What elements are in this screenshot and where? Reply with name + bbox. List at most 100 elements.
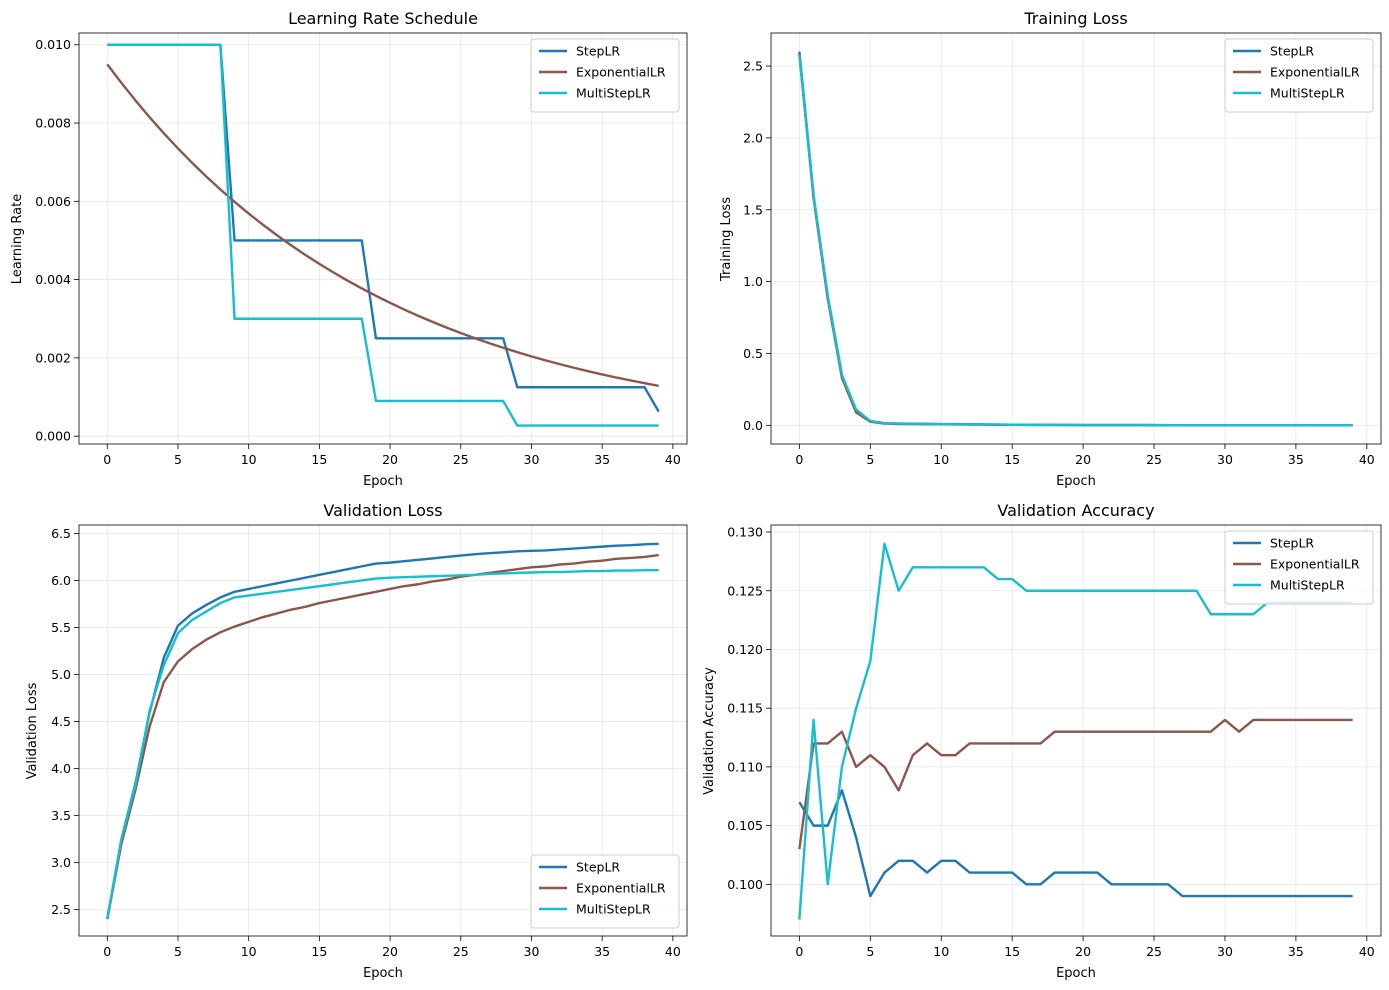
y-tick-label: 3.5	[51, 808, 71, 823]
legend-box	[1224, 38, 1374, 113]
y-axis-label: Learning Rate	[10, 194, 25, 284]
x-tick-label: 25	[1146, 452, 1162, 467]
x-tick-label: 30	[1217, 452, 1233, 467]
axes-frame	[770, 524, 1382, 937]
x-tick-label: 20	[382, 944, 398, 959]
axes-frame	[78, 32, 688, 445]
x-tick-label: 35	[1288, 944, 1304, 959]
x-tick-label: 15	[1004, 944, 1020, 959]
x-axis-label: Epoch	[1056, 966, 1096, 981]
y-tick-label: 2.5	[743, 59, 763, 74]
series-line-exponentiallr	[798, 718, 1353, 850]
y-tick-label: 2.0	[743, 130, 763, 145]
y-tick-label: 0.130	[727, 525, 763, 540]
legend-label: MultiStepLR	[576, 86, 651, 101]
legend-label: StepLR	[1270, 536, 1314, 551]
chart-title: Validation Accuracy	[997, 501, 1154, 520]
legend: StepLR ExponentialLR MultiStepLR	[530, 854, 680, 929]
series-line-multisteplr	[798, 54, 1353, 427]
x-tick-label: 40	[665, 944, 681, 959]
chart-title: Training Loss	[1023, 9, 1127, 28]
x-tick-label: 5	[174, 944, 182, 959]
chart-plot-area: 0 5 10 15 20 25 30 35 40 0.000 0.002 0.004 0.006 0.00…	[35, 32, 688, 467]
y-axis-label: Training Loss	[719, 197, 734, 282]
chart-learning-rate-schedule: Learning Rate Schedule Epoch Learning Ra…	[10, 9, 478, 489]
x-tick-label: 10	[241, 452, 257, 467]
series-line-multisteplr	[107, 43, 659, 427]
chart-validation-accuracy: Validation Accuracy Epoch Validation Acc…	[702, 501, 1155, 981]
chart-title: Learning Rate Schedule	[288, 9, 478, 28]
x-tick-label: 40	[1359, 452, 1375, 467]
x-axis-label: Epoch	[1056, 474, 1096, 489]
x-tick-label: 0	[103, 944, 111, 959]
legend: StepLR ExponentialLR MultiStepLR	[530, 38, 680, 113]
chart-validation-loss: Validation Loss Epoch Validation Loss	[25, 501, 443, 981]
x-tick-label: 30	[1217, 944, 1233, 959]
legend: StepLR ExponentialLR MultiStepLR	[1224, 38, 1374, 113]
y-tick-label: 2.5	[51, 902, 71, 917]
x-tick-label: 20	[1075, 944, 1091, 959]
axes-frame	[78, 524, 688, 937]
legend-box	[1224, 530, 1374, 605]
chart-training-loss: Training Loss Epoch Training Loss	[719, 9, 1128, 489]
x-tick-label: 40	[665, 452, 681, 467]
y-tick-label: 0.100	[727, 877, 763, 892]
y-tick-label: 0.004	[35, 272, 71, 287]
chart-plot-area: 0 5 10 15 20 25 30 35 40 0.0 0.5 1.0 1.5 2.0 2.5 StepLR…	[743, 32, 1382, 467]
legend-label: ExponentialLR	[1270, 65, 1360, 80]
chart-plot-area: 0 5 10 15 20 25 30 35 40 0.100 0.105 0.110 0.115 0.12…	[727, 524, 1382, 959]
x-tick-label: 0	[795, 452, 803, 467]
legend-box	[530, 38, 680, 113]
x-tick-label: 25	[1146, 944, 1162, 959]
y-tick-label: 6.0	[51, 573, 71, 588]
x-tick-label: 35	[594, 452, 610, 467]
y-tick-label: 0.5	[743, 346, 763, 361]
y-tick-label: 4.0	[51, 761, 71, 776]
y-tick-label: 0.006	[35, 194, 71, 209]
y-tick-label: 0.105	[727, 818, 763, 833]
legend-label: MultiStepLR	[1270, 578, 1345, 593]
series-line-steplr	[798, 789, 1353, 898]
series-line-steplr	[106, 542, 659, 920]
x-tick-label: 10	[933, 944, 949, 959]
x-tick-label: 35	[594, 944, 610, 959]
x-axis-label: Epoch	[363, 474, 403, 489]
y-tick-label: 0.110	[727, 759, 763, 774]
chart-title: Validation Loss	[323, 501, 442, 520]
legend-label: StepLR	[576, 44, 620, 59]
x-tick-label: 10	[933, 452, 949, 467]
legend: StepLR ExponentialLR MultiStepLR	[1224, 530, 1374, 605]
y-tick-label: 5.0	[51, 667, 71, 682]
x-tick-label: 15	[1004, 452, 1020, 467]
series-line-exponentiallr	[106, 553, 659, 920]
y-axis-label: Validation Loss	[25, 682, 40, 779]
legend-label: MultiStepLR	[1270, 86, 1345, 101]
x-tick-label: 35	[1288, 452, 1304, 467]
x-tick-label: 30	[524, 452, 540, 467]
y-tick-label: 0.002	[35, 350, 71, 365]
legend-label: ExponentialLR	[576, 881, 666, 896]
y-tick-label: 0.125	[727, 583, 763, 598]
legend-label: MultiStepLR	[576, 902, 651, 917]
y-tick-label: 0.000	[35, 429, 71, 444]
x-tick-label: 15	[311, 944, 327, 959]
legend-label: StepLR	[576, 860, 620, 875]
x-tick-label: 20	[1075, 452, 1091, 467]
y-tick-label: 0.115	[727, 701, 763, 716]
series-line-multisteplr	[798, 542, 1353, 920]
legend-box	[530, 854, 680, 929]
y-tick-label: 0.008	[35, 116, 71, 131]
series-line-multisteplr	[106, 568, 659, 920]
y-tick-label: 3.0	[51, 855, 71, 870]
x-axis-label: Epoch	[363, 966, 403, 981]
y-tick-label: 1.0	[743, 274, 763, 289]
y-tick-label: 0.120	[727, 642, 763, 657]
x-tick-label: 5	[866, 452, 874, 467]
y-tick-label: 6.5	[51, 526, 71, 541]
y-tick-label: 4.5	[51, 714, 71, 729]
y-axis-label: Validation Accuracy	[702, 667, 717, 795]
x-tick-label: 0	[103, 452, 111, 467]
x-tick-label: 5	[866, 944, 874, 959]
x-tick-label: 25	[453, 452, 469, 467]
